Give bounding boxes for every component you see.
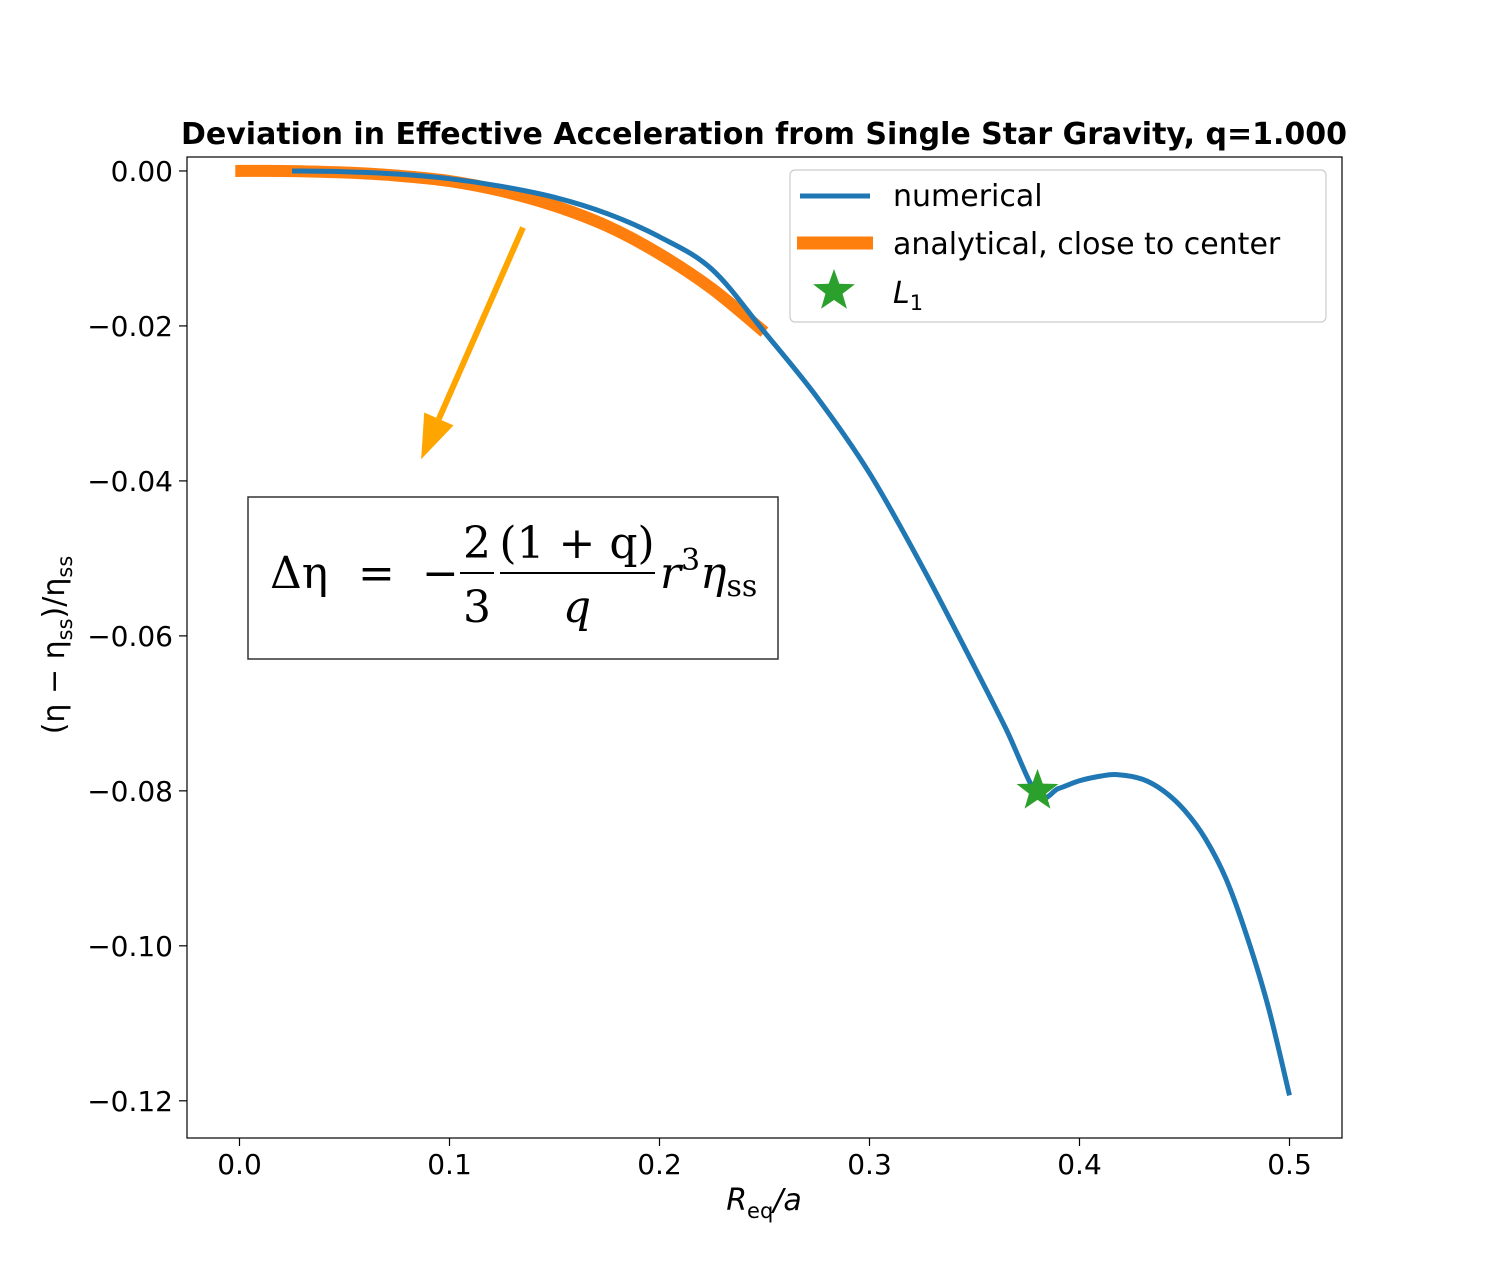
formula-frac1-den: 3 — [463, 582, 491, 633]
legend-l1-label: L1 — [893, 276, 923, 315]
y-tick-label-1: −0.02 — [87, 310, 173, 343]
legend: numerical analytical, close to center L1 — [789, 169, 1327, 323]
x-tick-label-5: 0.5 — [1267, 1148, 1312, 1181]
plot-area: 0.0 0.1 0.2 0.3 0.4 0.5 0.00−0.02−0.04−0.06−0… — [87, 155, 1343, 1181]
plot-frame — [186, 156, 1343, 1139]
formula-annotation: Δη = − 2 3 (1 + q) q r3ηss — [247, 496, 779, 660]
x-axis: 0.0 0.1 0.2 0.3 0.4 0.5 — [217, 1138, 1312, 1181]
series-layer — [235, 164, 1292, 1096]
y-axis-label-p2: )/η — [37, 578, 72, 619]
x-axis-label-sub: eq — [747, 1199, 773, 1223]
legend-numerical-label: numerical — [893, 179, 1043, 214]
series-l1-point — [1016, 768, 1059, 809]
x-tick-label-1: 0.1 — [427, 1148, 472, 1181]
x-axis-label-main: R — [726, 1183, 747, 1218]
formula-eta: η — [700, 548, 726, 599]
x-tick-label-4: 0.4 — [1057, 1148, 1102, 1181]
formula-minus: − — [422, 548, 459, 599]
formula-lhs: Δη — [270, 548, 328, 599]
y-tick-label-2: −0.04 — [87, 465, 173, 498]
legend-frame — [789, 169, 1327, 323]
legend-l1-star — [813, 269, 855, 309]
formula-equals: = — [358, 548, 395, 599]
legend-analytical-label: analytical, close to center — [893, 227, 1281, 262]
chart-title: Deviation in Effective Acceleration from… — [181, 117, 1347, 152]
y-tick-label-6: −0.12 — [87, 1085, 173, 1118]
y-axis-label-sub1: ss — [53, 618, 77, 640]
x-axis-label-rest: /a — [770, 1183, 802, 1218]
formula-frac1-num: 2 — [463, 518, 491, 569]
arrow-head — [421, 412, 454, 460]
x-tick-label-0: 0.0 — [217, 1148, 262, 1181]
formula-r: r — [660, 548, 684, 599]
formula-box — [247, 496, 779, 660]
formula-tail: r3ηss — [660, 543, 757, 604]
formula-frac2-den: q — [563, 582, 591, 633]
arrow-shaft — [436, 226, 526, 421]
y-tick-label-3: −0.06 — [87, 620, 173, 653]
y-tick-label-5: −0.10 — [87, 930, 173, 963]
y-axis-label-p1: (η − η — [37, 640, 72, 734]
legend-l1-main: L — [893, 276, 910, 311]
annotation-layer — [421, 226, 526, 460]
formula-frac2-num: (1 + q) — [499, 518, 654, 569]
series-numerical-line — [291, 168, 1292, 1096]
y-axis-label: (η − ηss)/ηss — [37, 556, 77, 735]
y-tick-label-4: −0.08 — [87, 775, 173, 808]
legend-l1-sub: 1 — [910, 291, 923, 315]
y-axis-label-sub2: ss — [53, 556, 77, 578]
formula-eta-sub: ss — [727, 569, 758, 604]
formula-r-exp: 3 — [681, 543, 700, 578]
x-tick-label-3: 0.3 — [847, 1148, 892, 1181]
y-tick-label-0: 0.00 — [111, 155, 173, 188]
y-axis: 0.00 −0.02 −0.04 −0.06 −0.08 −0.10 −0.12 — [87, 155, 187, 1118]
x-axis-label: Req/a — [726, 1183, 802, 1223]
x-tick-label-2: 0.2 — [637, 1148, 682, 1181]
